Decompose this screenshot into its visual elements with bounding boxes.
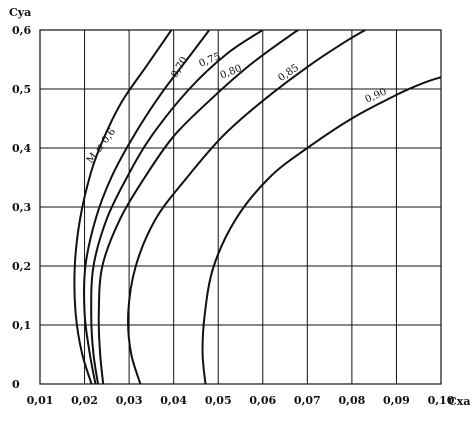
curve-line bbox=[73, 30, 173, 384]
x-tick-label: 0,08 bbox=[338, 394, 365, 407]
x-tick-label: 0,01 bbox=[27, 394, 54, 407]
y-tick-label: 0,1 bbox=[12, 319, 31, 332]
x-axis-label: Cxa bbox=[448, 395, 470, 408]
x-tick-label: 0,03 bbox=[116, 394, 143, 407]
curve-label: 0,80 bbox=[219, 63, 244, 82]
y-tick-label: 0,2 bbox=[12, 260, 31, 273]
tick-labels: 0,01 0,02 0,03 0,04 0,05 0,06 0,07 0,08 0,09 0,10… bbox=[12, 24, 455, 407]
y-tick-label: 0,6 bbox=[12, 24, 31, 37]
x-tick-label: 0,04 bbox=[160, 394, 187, 407]
x-tick-label: 0,02 bbox=[71, 394, 98, 407]
curve-line bbox=[83, 30, 211, 384]
x-tick-label: 0,07 bbox=[294, 394, 321, 407]
curve-label: M ≤ 0,6 bbox=[85, 127, 118, 166]
y-tick-label: 0 bbox=[12, 378, 20, 391]
y-axis-label: Cya bbox=[9, 6, 31, 19]
curve-line bbox=[201, 76, 441, 384]
curve-line bbox=[97, 30, 299, 384]
curve-line bbox=[90, 30, 264, 384]
curve-label: 0,70 bbox=[169, 55, 190, 80]
x-tick-label: 0,06 bbox=[249, 394, 276, 407]
y-tick-label: 0,5 bbox=[12, 83, 31, 96]
y-tick-label: 0,4 bbox=[12, 142, 31, 155]
x-tick-label: 0,09 bbox=[383, 394, 410, 407]
plot-frame bbox=[39, 29, 442, 385]
x-tick-label: 0,10 bbox=[428, 394, 455, 407]
y-tick-label: 0,3 bbox=[12, 201, 31, 214]
grid bbox=[39, 29, 442, 385]
x-tick-label: 0,05 bbox=[205, 394, 232, 407]
curve-line bbox=[127, 30, 366, 384]
